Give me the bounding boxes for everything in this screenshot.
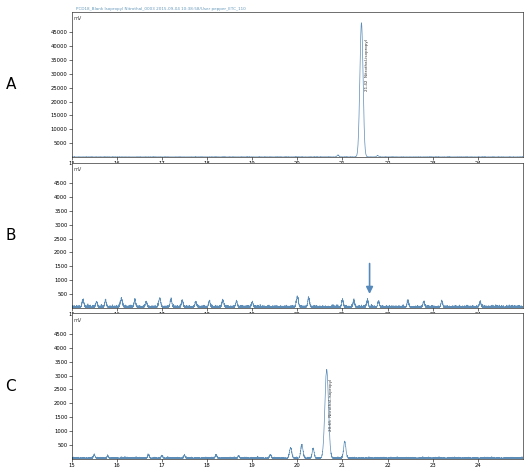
- Text: PCD18_Blank Isopropyl Nitrothal_0003 2015-09-04 10:38:58/User pepper_ETC_110: PCD18_Blank Isopropyl Nitrothal_0003 201…: [76, 7, 246, 11]
- Text: C: C: [5, 379, 16, 394]
- Text: B: B: [5, 227, 16, 243]
- Text: 20.65  Nitrothal-isopropyl: 20.65 Nitrothal-isopropyl: [329, 379, 333, 431]
- Text: A: A: [5, 77, 16, 92]
- Text: 21.42  Nitrothal-isopropyl: 21.42 Nitrothal-isopropyl: [365, 39, 369, 91]
- Text: mV: mV: [74, 318, 82, 323]
- Text: mV: mV: [74, 16, 82, 21]
- Text: mV: mV: [74, 167, 82, 172]
